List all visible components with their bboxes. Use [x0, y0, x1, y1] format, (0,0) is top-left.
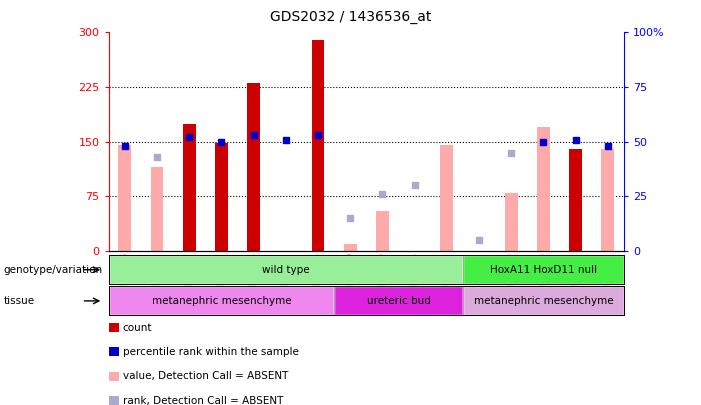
Text: GDS2032 / 1436536_at: GDS2032 / 1436536_at — [270, 10, 431, 24]
Text: HoxA11 HoxD11 null: HoxA11 HoxD11 null — [490, 265, 597, 275]
Bar — [118, 145, 131, 251]
Bar — [505, 193, 517, 251]
Bar — [376, 211, 389, 251]
Text: percentile rank within the sample: percentile rank within the sample — [123, 347, 299, 357]
Text: ureteric bud: ureteric bud — [367, 296, 430, 306]
Bar — [601, 149, 614, 251]
Text: value, Detection Call = ABSENT: value, Detection Call = ABSENT — [123, 371, 288, 381]
Text: rank, Detection Call = ABSENT: rank, Detection Call = ABSENT — [123, 396, 283, 405]
Text: metanephric mesenchyme: metanephric mesenchyme — [474, 296, 613, 306]
Text: tissue: tissue — [4, 296, 34, 306]
Bar — [537, 127, 550, 251]
Text: count: count — [123, 323, 152, 333]
Bar — [440, 145, 454, 251]
Text: wild type: wild type — [262, 265, 310, 275]
Text: genotype/variation: genotype/variation — [4, 265, 102, 275]
Bar — [183, 124, 196, 251]
Bar — [247, 83, 260, 251]
Bar — [215, 143, 228, 251]
Bar — [151, 167, 163, 251]
Bar — [311, 40, 325, 251]
Bar — [569, 149, 582, 251]
Text: metanephric mesenchyme: metanephric mesenchyme — [151, 296, 291, 306]
Bar — [343, 244, 357, 251]
